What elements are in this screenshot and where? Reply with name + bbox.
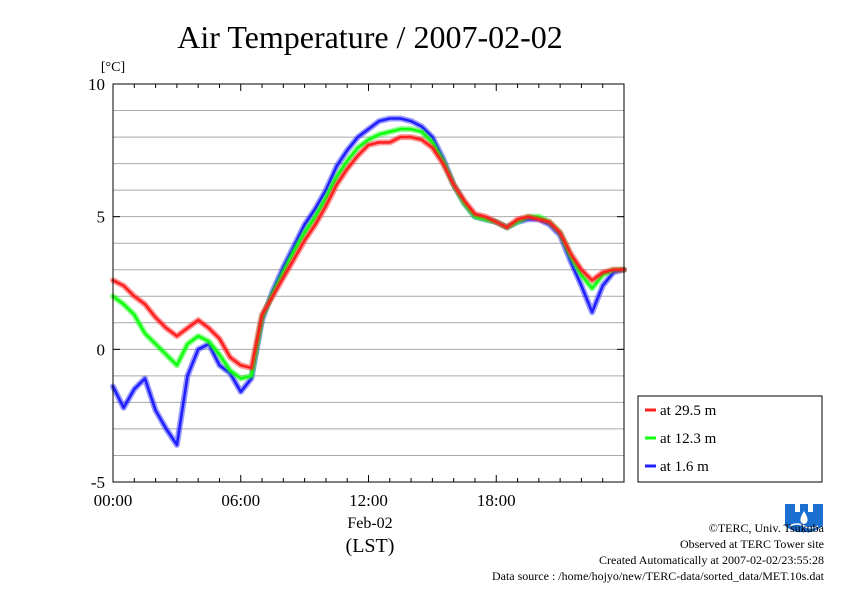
y-axis-label: [°C] bbox=[101, 60, 125, 75]
x-tick-label: 18:00 bbox=[477, 491, 516, 510]
series-layer bbox=[110, 115, 627, 448]
legend-entries: at 29.5 m at 12.3 m at 1.6 m bbox=[645, 403, 717, 475]
axis-ticks: 10 5 0 -500:00 06:00 12:00 18:00 bbox=[88, 75, 624, 510]
logo-wave bbox=[789, 523, 819, 529]
x-tick-label: 06:00 bbox=[221, 491, 260, 510]
source-text: Data source : /home/hojyo/new/TERC-data/… bbox=[491, 569, 824, 583]
created-text: Created Automatically at 2007-02-02/23:5… bbox=[599, 553, 824, 567]
legend-label: at 29.5 m bbox=[660, 403, 717, 419]
terc-logo-icon: TERC bbox=[785, 504, 823, 539]
legend-label: at 1.6 m bbox=[660, 459, 709, 475]
y-tick-label: 10 bbox=[88, 75, 105, 94]
series-2 bbox=[110, 126, 627, 382]
chart-title: Air Temperature / 2007-02-02 bbox=[177, 19, 563, 55]
logo-text: TERC bbox=[794, 532, 813, 539]
x-axis-unit-label: (LST) bbox=[346, 535, 395, 557]
copyright-text: ©TERC, Univ. Tsukuba bbox=[708, 521, 824, 535]
y-tick-label: 5 bbox=[97, 208, 106, 227]
observed-text: Observed at TERC Tower site bbox=[679, 537, 824, 551]
legend: at 29.5 m at 12.3 m at 1.6 m bbox=[637, 395, 823, 483]
legend-label: at 12.3 m bbox=[660, 431, 717, 447]
series-1 bbox=[110, 134, 627, 371]
series-line-halo bbox=[110, 134, 627, 371]
y-tick-label: -5 bbox=[91, 473, 105, 492]
legend-box bbox=[637, 395, 823, 483]
series-line bbox=[111, 135, 626, 370]
grid-lines bbox=[113, 110, 624, 456]
series-line bbox=[111, 117, 626, 447]
x-tick-label: 12:00 bbox=[349, 491, 388, 510]
x-tick-label: 00:00 bbox=[94, 491, 133, 510]
series-line-halo bbox=[110, 115, 627, 448]
series-line bbox=[111, 127, 626, 380]
credits-block: ©TERC, Univ. Tsukuba Observed at TERC To… bbox=[404, 520, 824, 584]
logo-drop bbox=[800, 511, 808, 524]
y-tick-label: 0 bbox=[97, 340, 106, 359]
x-axis-date-label: Feb-02 bbox=[347, 515, 392, 532]
series-3 bbox=[110, 115, 627, 448]
